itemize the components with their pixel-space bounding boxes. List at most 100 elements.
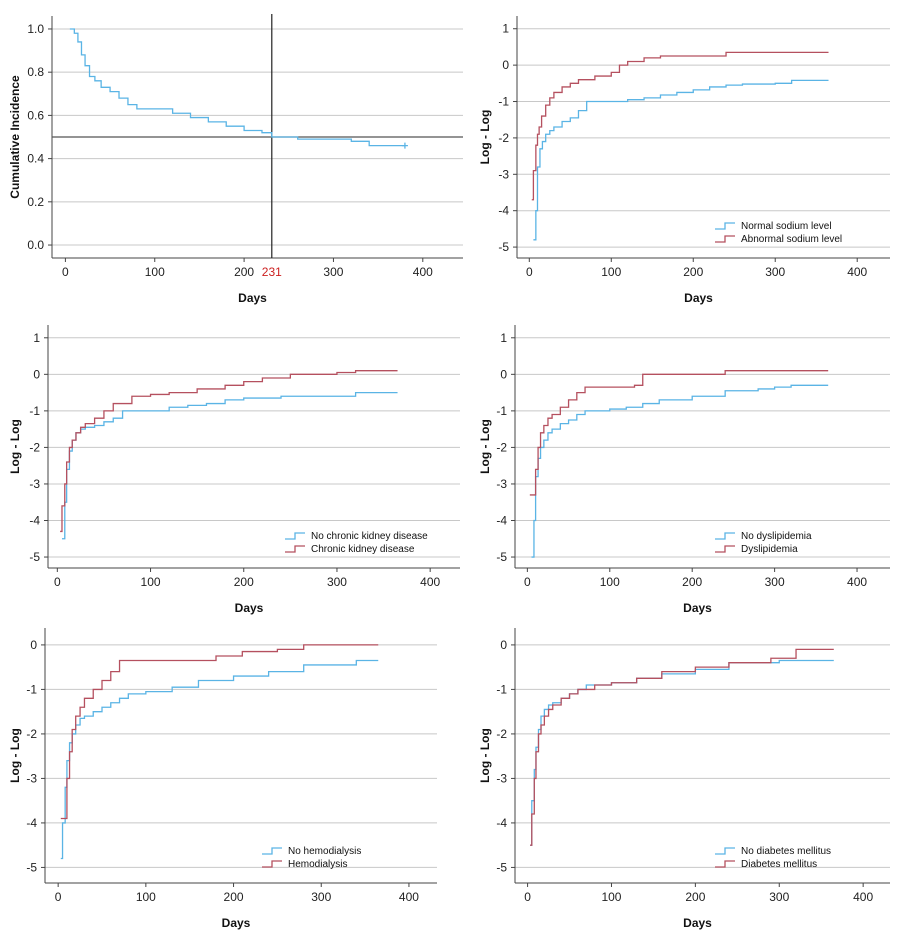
x-axis-label: Days <box>235 601 264 615</box>
x-tick-label: 100 <box>141 575 161 589</box>
chart-dyslipidemia-loglog: -5 -4 -3 -2 -1 0 1 0 100 200 300 400 Days Log - Log No… <box>478 325 890 615</box>
y-tick-label: -1 <box>496 682 507 696</box>
y-tick-label: -4 <box>26 816 37 830</box>
x-tick-label: 100 <box>601 265 621 279</box>
y-tick-label: -4 <box>29 513 40 527</box>
chart-cumulative-incidence: 0.0 0.2 0.4 0.6 0.8 1.0 0 100 200 300 400 Days Cumul… <box>8 14 463 305</box>
y-tick-label: -5 <box>496 860 507 874</box>
y-tick-label: -2 <box>29 440 40 454</box>
legend-swatch <box>262 860 282 868</box>
y-tick-label: 0.2 <box>27 195 44 209</box>
x-axis-label: Days <box>684 291 713 305</box>
y-tick-label: -4 <box>498 204 509 218</box>
legend-label: No dyslipidemia <box>741 531 812 542</box>
x-axis-label: Days <box>222 916 251 930</box>
x-axis-label: Days <box>683 916 712 930</box>
y-tick-label: -5 <box>29 550 40 564</box>
x-tick-label: 400 <box>853 890 873 904</box>
series-line-b <box>531 51 829 201</box>
x-tick-label: 200 <box>683 265 703 279</box>
x-tick-label: 300 <box>765 575 785 589</box>
y-tick-label: -2 <box>496 727 507 741</box>
y-tick-label: 1 <box>502 22 509 36</box>
legend-label: No hemodialysis <box>288 846 361 857</box>
y-tick-label: 0 <box>500 367 507 381</box>
y-axis-label: Log - Log <box>8 419 22 474</box>
y-tick-label: -3 <box>26 771 37 785</box>
y-tick-label: 1 <box>33 331 40 345</box>
x-tick-label: 400 <box>413 265 433 279</box>
x-tick-label: 300 <box>765 265 785 279</box>
x-tick-label: 100 <box>136 890 156 904</box>
series-line-b <box>530 648 834 846</box>
y-tick-label: -2 <box>26 727 37 741</box>
y-tick-label: -4 <box>496 816 507 830</box>
y-tick-label: 1.0 <box>27 22 44 36</box>
legend-swatch <box>285 545 305 553</box>
x-tick-label: 400 <box>420 575 440 589</box>
x-tick-label: 100 <box>600 575 620 589</box>
y-tick-label: 0.6 <box>27 108 44 122</box>
y-tick-label: 1 <box>500 331 507 345</box>
x-tick-label: 0 <box>55 890 62 904</box>
legend-label: Abnormal sodium level <box>741 234 842 245</box>
legend-swatch <box>715 847 735 855</box>
chart-sodium-loglog: -5 -4 -3 -2 -1 0 1 0 100 200 300 400 Days Log - Log No… <box>478 16 890 305</box>
x-tick-label: 300 <box>323 265 343 279</box>
y-tick-label: 0.8 <box>27 65 44 79</box>
x-axis-label: Days <box>683 601 712 615</box>
y-tick-label: -3 <box>29 477 40 491</box>
y-tick-label: -3 <box>496 477 507 491</box>
y-axis-label: Log - Log <box>478 728 492 783</box>
x-tick-label: 200 <box>224 890 244 904</box>
legend-label: Diabetes mellitus <box>741 859 817 870</box>
y-tick-label: -1 <box>26 682 37 696</box>
series-line-a <box>531 384 829 558</box>
y-tick-label: -3 <box>496 771 507 785</box>
legend-swatch <box>715 532 735 540</box>
series-line-a <box>61 391 398 540</box>
series-line-a <box>60 659 379 860</box>
y-tick-label: -1 <box>29 404 40 418</box>
series-line-b <box>60 644 379 820</box>
x-tick-label: 300 <box>327 575 347 589</box>
x-tick-label: 0 <box>524 575 531 589</box>
x-tick-label: 400 <box>847 575 867 589</box>
x-axis-label: Days <box>238 291 267 305</box>
legend-swatch <box>715 222 735 230</box>
y-tick-label: -1 <box>498 95 509 109</box>
x-tick-label: 100 <box>145 265 165 279</box>
chart-ckd-loglog: -5 -4 -3 -2 -1 0 1 0 100 200 300 400 Days Log - Log No… <box>8 325 460 615</box>
x-tick-label: 0 <box>524 890 531 904</box>
y-tick-label: -5 <box>498 240 509 254</box>
chart-diabetes-loglog: -5 -4 -3 -2 -1 0 0 100 200 300 400 Days Log - Log No … <box>478 628 890 930</box>
y-tick-label: 0.0 <box>27 238 44 252</box>
legend-swatch <box>285 532 305 540</box>
x-tick-label: 400 <box>847 265 867 279</box>
series-line-a <box>533 79 829 241</box>
x-tick-label: 200 <box>234 575 254 589</box>
series-line-a <box>530 659 834 846</box>
legend-swatch <box>262 847 282 855</box>
legend-swatch <box>715 545 735 553</box>
legend-label: No diabetes mellitus <box>741 846 831 857</box>
legend-swatch <box>715 860 735 868</box>
y-tick-label: 0 <box>502 58 509 72</box>
x-reference-annotation: 231 <box>262 265 282 279</box>
x-tick-label: 100 <box>601 890 621 904</box>
legend-label: Dyslipidemia <box>741 544 798 555</box>
x-tick-label: 200 <box>682 575 702 589</box>
x-tick-label: 300 <box>311 890 331 904</box>
legend-label: Hemodialysis <box>288 859 347 870</box>
legend-label: No chronic kidney disease <box>311 531 428 542</box>
x-tick-label: 0 <box>54 575 61 589</box>
legend-label: Normal sodium level <box>741 221 832 232</box>
y-tick-label: 0.4 <box>27 152 44 166</box>
x-tick-label: 0 <box>526 265 533 279</box>
legend-label: Chronic kidney disease <box>311 544 415 555</box>
y-tick-label: -2 <box>496 440 507 454</box>
x-tick-label: 200 <box>234 265 254 279</box>
series-line-b <box>60 370 398 533</box>
y-axis-label: Log - Log <box>478 419 492 474</box>
y-tick-label: 0 <box>33 367 40 381</box>
